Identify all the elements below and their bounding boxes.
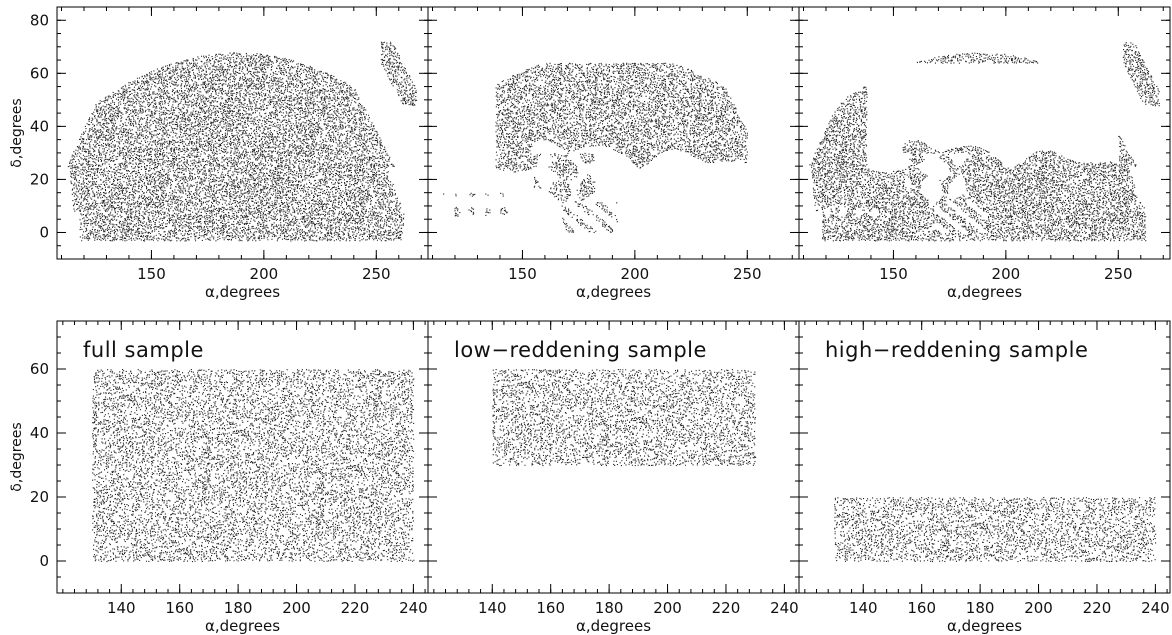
x-tick-label: 140 xyxy=(849,599,878,617)
x-tick-label: 180 xyxy=(224,599,253,617)
y-tick-label: 60 xyxy=(30,64,49,82)
y-tick-label: 20 xyxy=(30,170,49,188)
plot-frame xyxy=(798,6,1171,260)
y-tick-label: 0 xyxy=(39,223,49,241)
panel-bottom-middle: 140 160 180 200 220 240 α,degrees low−reddening… xyxy=(427,320,800,635)
x-tick-label: 240 xyxy=(770,599,799,617)
x-tick-label: 180 xyxy=(966,599,995,617)
panel-top-right: 150 200 250 α,degrees xyxy=(798,6,1171,301)
x-tick-label: 200 xyxy=(653,599,682,617)
y-tick-label: 80 xyxy=(30,11,49,29)
scatter-points xyxy=(67,41,418,242)
point-cloud xyxy=(809,42,1160,242)
plot-frame xyxy=(798,320,1171,594)
y-tick-label: 60 xyxy=(30,360,49,378)
x-tick-label: 160 xyxy=(907,599,936,617)
x-tick-label: 250 xyxy=(362,265,391,283)
point-cloud xyxy=(67,41,418,242)
scatter-points xyxy=(492,369,757,467)
y-tick-label: 40 xyxy=(30,424,49,442)
x-tick-label: 150 xyxy=(879,265,908,283)
panel-top-middle: 150 200 250 α,degrees xyxy=(427,6,800,301)
panel-bottom-left: 140 160 180 200 220 240 0 20 40 60 α,degrees δ,degr… xyxy=(9,320,429,635)
x-axis-title: α,degrees xyxy=(205,617,280,635)
x-tick-label: 200 xyxy=(282,599,311,617)
x-tick-label: 240 xyxy=(399,599,428,617)
x-tick-label: 150 xyxy=(508,265,537,283)
panel-top-left: 150 200 250 0 20 40 60 80 α,degrees δ,degrees xyxy=(9,6,429,301)
x-tick-label: 140 xyxy=(478,599,507,617)
scatter-points xyxy=(443,62,748,234)
x-axis-title: α,degrees xyxy=(576,283,651,301)
x-tick-label: 250 xyxy=(1104,265,1133,283)
x-tick-label: 160 xyxy=(165,599,194,617)
point-cloud xyxy=(92,369,415,563)
x-tick-label: 220 xyxy=(712,599,741,617)
x-tick-label: 160 xyxy=(536,599,565,617)
x-tick-label: 220 xyxy=(1083,599,1112,617)
point-cloud xyxy=(834,497,1157,563)
x-axis-title: α,degrees xyxy=(947,617,1022,635)
x-tick-label: 220 xyxy=(341,599,370,617)
x-tick-label: 240 xyxy=(1141,599,1170,617)
panel-title: high−reddening sample xyxy=(825,338,1088,362)
y-tick-label: 0 xyxy=(39,552,49,570)
x-tick-label: 200 xyxy=(1024,599,1053,617)
x-axis-title: α,degrees xyxy=(947,283,1022,301)
y-axis-title: δ,degrees xyxy=(9,422,25,491)
x-tick-label: 200 xyxy=(250,265,279,283)
x-tick-label: 150 xyxy=(137,265,166,283)
x-tick-label: 250 xyxy=(733,265,762,283)
point-cloud xyxy=(492,369,757,467)
y-tick-label: 20 xyxy=(30,488,49,506)
x-tick-label: 180 xyxy=(595,599,624,617)
x-tick-label: 200 xyxy=(621,265,650,283)
x-tick-label: 200 xyxy=(992,265,1021,283)
x-tick-label: 140 xyxy=(107,599,136,617)
panel-title: full sample xyxy=(83,338,204,362)
x-axis-title: α,degrees xyxy=(205,283,280,301)
scatter-points xyxy=(834,497,1157,563)
y-tick-label: 40 xyxy=(30,117,49,135)
panel-bottom-right: 140 160 180 200 220 240 α,degrees high−reddenin… xyxy=(798,320,1171,635)
panel-title: low−reddening sample xyxy=(454,338,707,362)
x-axis-title: α,degrees xyxy=(576,617,651,635)
point-cloud xyxy=(443,62,748,234)
scatter-points xyxy=(809,42,1160,242)
y-axis-title: δ,degrees xyxy=(9,98,25,167)
scatter-points xyxy=(92,369,415,563)
